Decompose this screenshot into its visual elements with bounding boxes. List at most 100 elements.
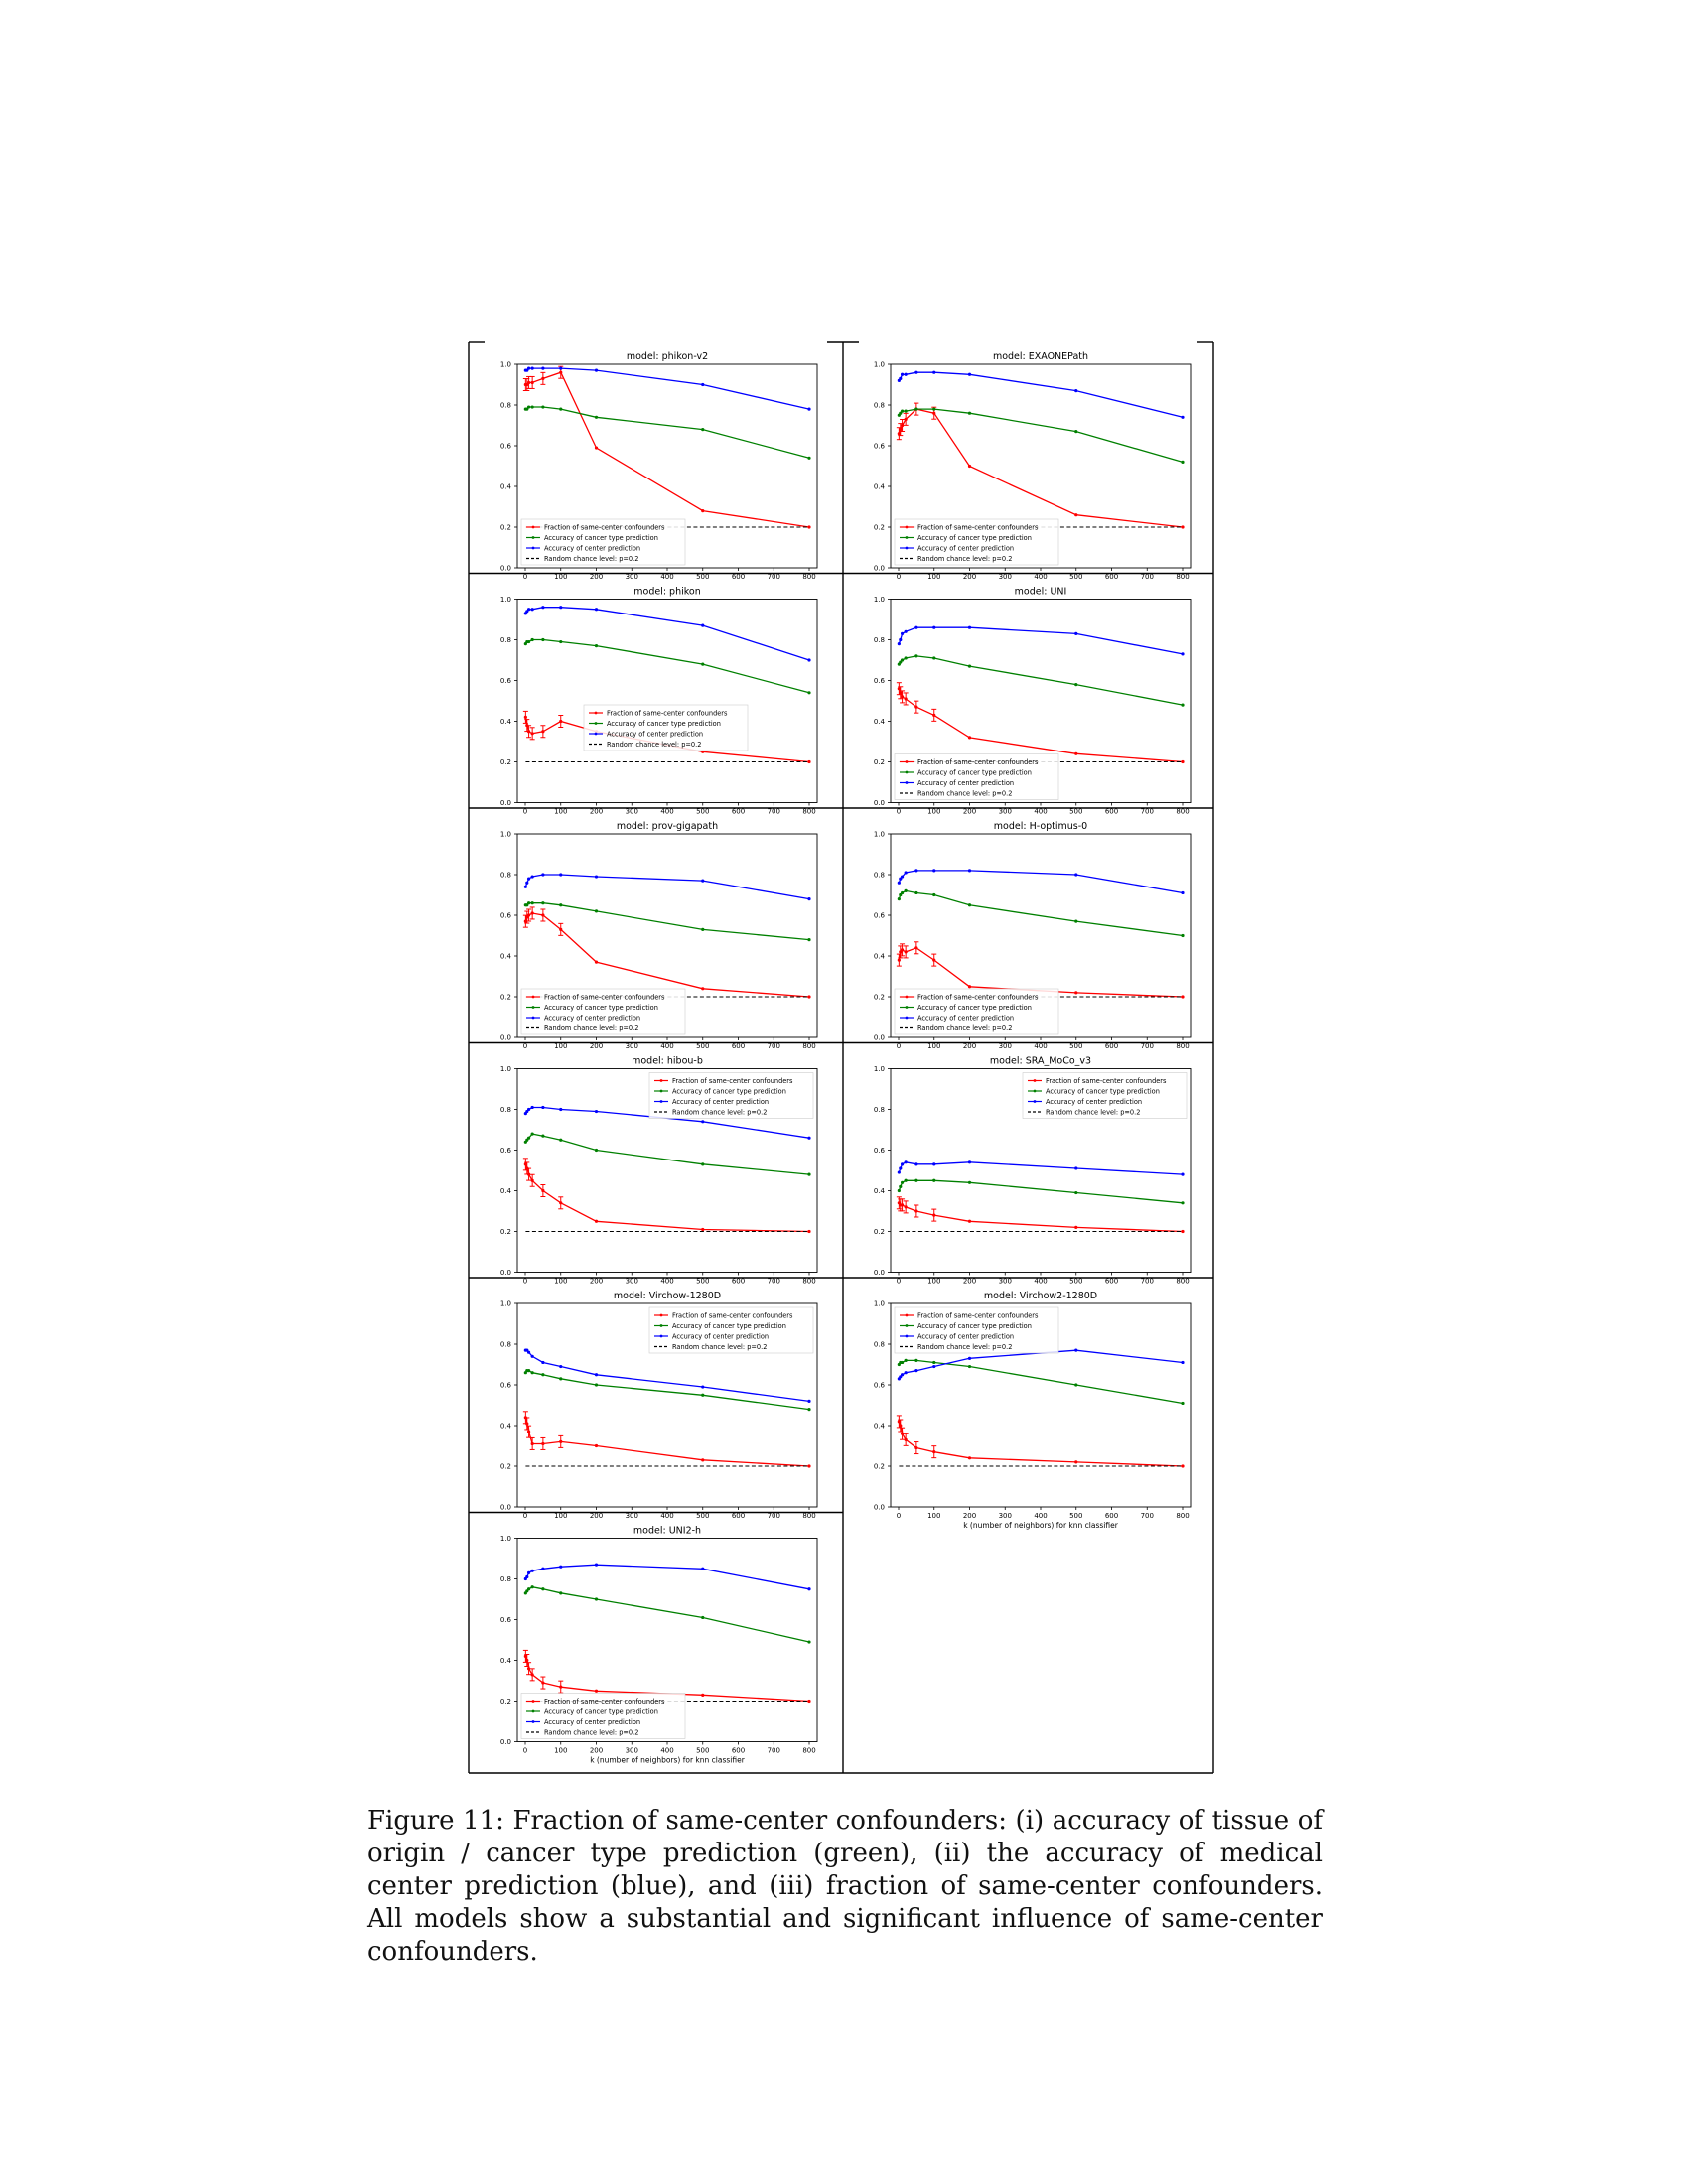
series-point: [932, 1162, 936, 1166]
y-tick-label: 0.8: [500, 636, 511, 644]
y-tick-label: 0.6: [500, 1147, 512, 1155]
series-point: [897, 1188, 901, 1193]
series-point: [967, 664, 972, 668]
series-point: [1181, 1360, 1185, 1365]
x-tick-label: 400: [1034, 808, 1047, 816]
series-point: [1181, 1201, 1185, 1205]
y-tick-label: 1.0: [500, 831, 511, 839]
y-tick-label: 0.4: [874, 953, 886, 961]
series-point: [701, 1693, 705, 1697]
y-tick-label: 0.0: [500, 1034, 511, 1042]
series-point: [807, 1640, 811, 1644]
series-point: [1074, 1383, 1078, 1387]
legend-box: [520, 1693, 686, 1739]
x-tick-label: 200: [590, 1042, 603, 1050]
series-point: [932, 1364, 936, 1369]
series-point: [1181, 933, 1185, 938]
series-point: [807, 658, 811, 662]
x-tick-label: 800: [802, 808, 815, 816]
series-point: [967, 411, 972, 415]
y-tick-label: 0.8: [500, 1341, 511, 1349]
x-tick-label: 0: [897, 808, 901, 816]
series-point: [559, 1591, 563, 1595]
legend-label: Random chance level: p=0.2: [607, 741, 701, 749]
legend-label: Random chance level: p=0.2: [917, 789, 1012, 797]
series-point: [526, 901, 531, 905]
series-point: [967, 903, 972, 907]
x-tick-label: 400: [660, 808, 673, 816]
x-tick-label: 100: [927, 1278, 940, 1286]
legend: Fraction of same-center confoundersAccur…: [520, 1693, 686, 1739]
series-point: [594, 608, 599, 612]
x-tick-label: 100: [927, 1512, 940, 1520]
x-tick-label: 600: [732, 1042, 745, 1050]
legend-box: [894, 1306, 1059, 1354]
series-point: [526, 1369, 531, 1373]
x-tick-label: 800: [1176, 1278, 1189, 1286]
y-tick-label: 0.4: [874, 1423, 886, 1431]
legend-box: [520, 988, 686, 1035]
series-point: [807, 1699, 811, 1704]
x-tick-label: 300: [999, 808, 1012, 816]
legend-label: Accuracy of cancer type prediction: [544, 1707, 658, 1715]
series-point: [932, 869, 936, 873]
x-tick-label: 0: [897, 1278, 901, 1286]
legend-label: Fraction of same-center confounders: [917, 523, 1039, 531]
series-point: [904, 409, 908, 413]
x-tick-label: 0: [897, 573, 901, 581]
series-point: [807, 1587, 811, 1591]
legend-label: Accuracy of cancer type prediction: [544, 534, 658, 542]
series-point: [900, 658, 905, 662]
series-point: [701, 382, 705, 387]
series-point: [530, 1354, 534, 1358]
series-point: [914, 625, 918, 629]
series-point: [1181, 759, 1185, 764]
y-tick-label: 1.0: [500, 1535, 511, 1543]
series-point: [914, 654, 918, 658]
series-point: [701, 987, 705, 991]
legend-label: Accuracy of center prediction: [544, 1014, 640, 1022]
series-point: [967, 1356, 972, 1360]
series-point: [1181, 703, 1185, 707]
y-tick-label: 0.0: [500, 565, 511, 573]
series-point: [967, 625, 972, 629]
y-tick-label: 0.4: [500, 1187, 512, 1195]
legend: Fraction of same-center confoundersAccur…: [1022, 1072, 1188, 1119]
x-tick-label: 700: [1141, 1278, 1154, 1286]
series-point: [701, 1567, 705, 1570]
series-point: [526, 877, 531, 881]
x-tick-label: 700: [1141, 808, 1154, 816]
chart-panel: model: Virchow2-1280D 0.0 0.2 0.4 0.6 0.8 1.0 0…: [874, 1291, 1192, 1530]
y-tick-label: 0.8: [500, 1575, 511, 1583]
series-point: [900, 875, 905, 879]
x-tick-label: 500: [1069, 1278, 1082, 1286]
series-point: [899, 1166, 903, 1170]
series-point: [1181, 525, 1185, 529]
y-tick-label: 0.6: [874, 677, 886, 685]
legend-label: Fraction of same-center confounders: [1046, 1077, 1167, 1085]
series-point: [525, 1574, 529, 1579]
series-point: [899, 376, 903, 380]
x-tick-label: 600: [732, 1512, 745, 1520]
x-tick-label: 300: [626, 573, 638, 581]
series-point: [1074, 1225, 1078, 1229]
x-tick-label: 200: [963, 573, 976, 581]
series-point: [914, 370, 918, 374]
x-tick-label: 800: [802, 573, 815, 581]
x-tick-label: 200: [590, 1512, 603, 1520]
series-point: [701, 879, 705, 883]
chart-panel: model: UNI 0.0 0.2 0.4 0.6 0.8 1.0 0 100 200 300 40…: [874, 587, 1192, 816]
chart-title: model: H-optimus-0: [994, 821, 1087, 832]
legend-label: Fraction of same-center confounders: [917, 993, 1039, 1001]
x-tick-label: 500: [696, 1747, 709, 1755]
legend-label: Accuracy of cancer type prediction: [917, 768, 1032, 776]
series-point: [932, 625, 936, 629]
x-tick-label: 700: [768, 573, 780, 581]
x-tick-label: 700: [768, 1512, 780, 1520]
x-tick-label: 100: [554, 808, 567, 816]
x-tick-label: 100: [554, 1512, 567, 1520]
series-point: [541, 405, 545, 409]
series-point: [807, 1399, 811, 1403]
chart-title: model: EXAONEPath: [993, 351, 1088, 362]
legend-marker: [905, 1324, 909, 1327]
